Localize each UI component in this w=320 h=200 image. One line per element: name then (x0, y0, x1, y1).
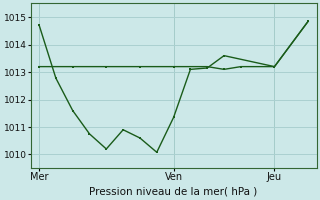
X-axis label: Pression niveau de la mer( hPa ): Pression niveau de la mer( hPa ) (90, 187, 258, 197)
